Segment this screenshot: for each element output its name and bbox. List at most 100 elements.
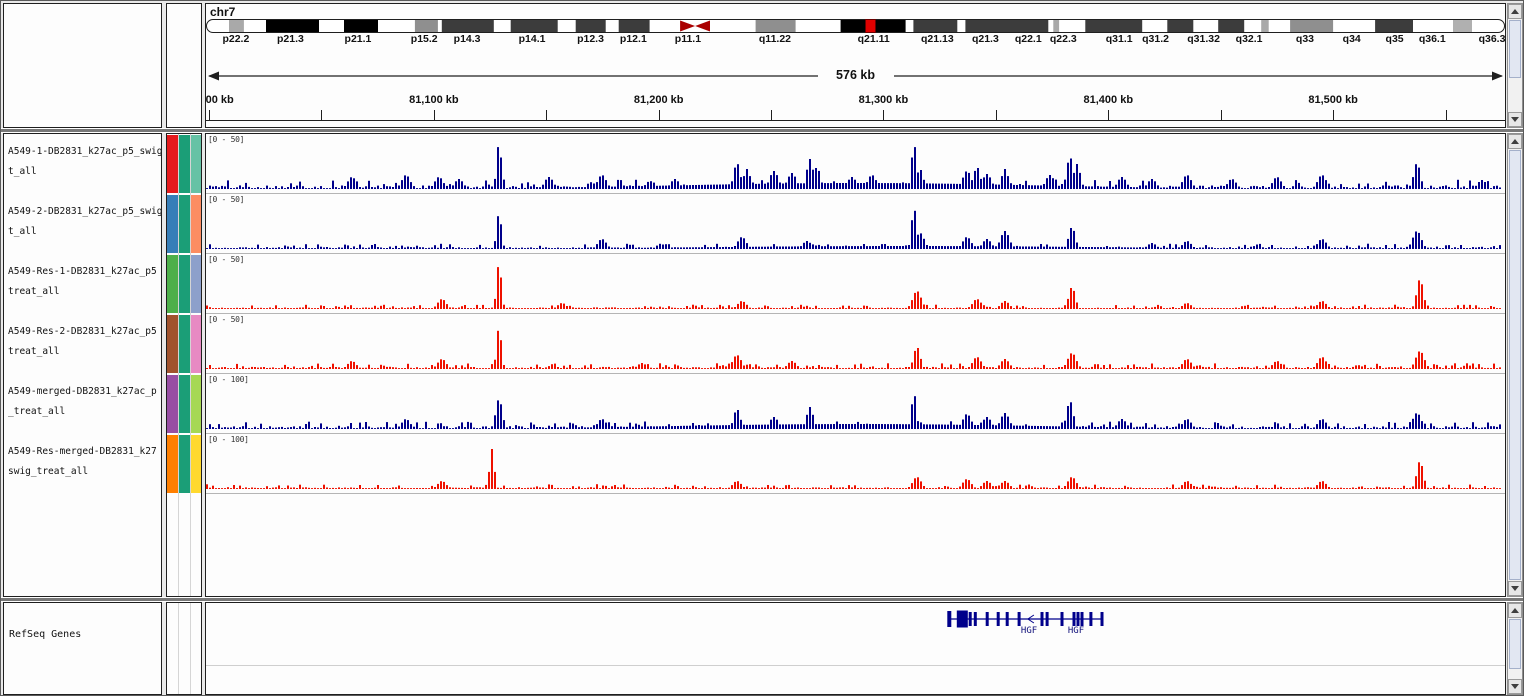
track-name-line: A549-2-DB2831_k27ac_p5_swig [8,206,162,217]
track-range-label: [0 - 50] [208,135,245,144]
scrollbar-thumb[interactable] [1509,150,1521,580]
attribute-color-cell[interactable] [191,315,201,373]
cytoband-label: p14.3 [453,33,481,45]
refseq-genes-panel[interactable]: HGF HGF [205,602,1506,695]
track-name-line: A549-Res-2-DB2831_k27ac_p5 [8,326,157,337]
gene-name-label: HGF [1020,626,1038,636]
ruler-span[interactable]: 576 kb [206,66,1505,86]
cytoband-label: q21.3 [971,33,999,45]
gene-row-separator [206,665,1505,666]
signal-track[interactable]: [0 - 50] [206,194,1505,254]
cytoband-label: q21.13 [920,33,954,45]
scroll-up-button[interactable] [1508,134,1522,149]
panel-divider-top[interactable] [1,128,1523,133]
track-name[interactable]: A549-2-DB2831_k27ac_p5_swig t_all [8,202,161,242]
cytoband-label: p12.1 [619,33,647,45]
refseq-attributes-panel [166,602,202,695]
signal-histogram [206,210,1501,249]
track-name[interactable]: A549-Res-merged-DB2831_k27 swig_treat_all [8,442,161,482]
attribute-color-cell[interactable] [179,255,190,313]
cytoband-label: q21.11 [857,33,890,45]
track-name-line: swig_treat_all [8,466,89,477]
attribute-color-cell[interactable] [167,135,178,193]
scrollbar-thumb[interactable] [1509,619,1521,669]
signal-track[interactable]: [0 - 50] [206,254,1505,314]
ruler-position-label: 81,300 kb [858,94,909,106]
ruler-position-label: 81,000 kb [205,94,234,106]
track-range-label: [0 - 50] [208,195,245,204]
ruler-tick [433,110,435,120]
cytoband-label: q11.22 [758,33,792,45]
cytoband-label: q31.2 [1142,33,1169,45]
panel-divider-bottom[interactable] [1,597,1523,602]
ruler-tick [658,110,660,120]
signal-track[interactable]: [0 - 50] [206,134,1505,194]
attribute-color-cell[interactable] [191,135,201,193]
attribute-color-cell[interactable] [167,435,178,493]
header-scrollbar[interactable] [1507,3,1523,128]
attribute-color-cell[interactable] [167,195,178,253]
refseq-label-panel[interactable]: RefSeq Genes [3,602,162,695]
ruler-position-labels: 81,000 kb 81,100 kb 81,200 kb 81,300 kb 81,4… [206,94,1505,108]
scrollbar-thumb[interactable] [1509,20,1521,78]
signal-track[interactable]: [0 - 100] [206,374,1505,434]
track-name[interactable]: A549-1-DB2831_k27ac_p5_swig t_all [8,142,161,182]
attribute-color-cell[interactable] [167,315,178,373]
arrow-up-icon [1511,9,1519,14]
ruler-tick [546,110,548,120]
ruler-position-label: 81,200 kb [633,94,684,106]
scroll-up-button[interactable] [1508,4,1522,19]
main-scrollbar[interactable] [1507,133,1523,597]
ruler-position-label: 81,500 kb [1308,94,1358,106]
attribute-color-cell[interactable] [191,435,201,493]
signal-track[interactable]: [0 - 50] [206,314,1505,374]
attribute-color-cell[interactable] [179,435,190,493]
bottom-scrollbar[interactable] [1507,602,1523,695]
scroll-up-button[interactable] [1508,603,1522,618]
track-name-line: treat_all [8,286,60,297]
scroll-down-button[interactable] [1508,679,1522,694]
hgf-gene-glyph[interactable] [206,608,1503,640]
track-name-line: A549-Res-merged-DB2831_k27 [8,446,157,457]
cytoband-label: q31.32 [1187,33,1220,45]
track-name[interactable]: A549-Res-1-DB2831_k27ac_p5 treat_all [8,262,161,302]
scroll-down-button[interactable] [1508,112,1522,127]
track-name-line: t_all [8,226,37,237]
track-name-line: _treat_all [8,406,66,417]
cytoband-label: p21.3 [276,33,304,45]
attribute-color-cell[interactable] [179,195,190,253]
track-name-line: A549-merged-DB2831_k27ac_p [8,386,157,397]
attribute-color-cell[interactable] [191,375,201,433]
cytoband-label: q32.1 [1235,33,1263,45]
ruler-ticks [206,110,1505,120]
attribute-color-cell[interactable] [167,255,178,313]
attribute-color-cell[interactable] [167,375,178,433]
attribute-color-cell[interactable] [191,255,201,313]
ruler-span-label: 576 kb [830,68,881,82]
ruler-baseline [206,120,1505,121]
cytoband-label: p21.1 [344,33,372,45]
cytoband-label: q33 [1295,33,1314,45]
track-names-panel: A549-1-DB2831_k27ac_p5_swig t_all A549-2-D… [3,133,162,597]
track-name-line: A549-1-DB2831_k27ac_p5_swig [8,146,162,157]
track-name[interactable]: A549-Res-2-DB2831_k27ac_p5 treat_all [8,322,161,362]
signal-track[interactable]: [0 - 100] [206,434,1505,494]
arrow-up-icon [1511,608,1519,613]
attribute-color-cell[interactable] [179,375,190,433]
track-attributes-panel [166,133,202,597]
track-name[interactable]: A549-merged-DB2831_k27ac_p _treat_all [8,382,161,422]
cytoband-label: q36.3 [1478,33,1506,45]
ruler-tick [1445,110,1447,120]
attribute-color-cell[interactable] [191,195,201,253]
attribute-color-cell[interactable] [179,315,190,373]
chromosome-ideogram[interactable] [206,19,1505,33]
ruler-tick [1220,110,1222,120]
cytoband-label: p22.2 [222,33,250,45]
ruler-position-label: 81,400 kb [1083,94,1134,106]
gene-name-label: HGF [1067,626,1085,636]
attribute-color-cell[interactable] [179,135,190,193]
arrow-down-icon [1511,117,1519,122]
scroll-down-button[interactable] [1508,581,1522,596]
cytoband-label: q35 [1385,33,1404,45]
